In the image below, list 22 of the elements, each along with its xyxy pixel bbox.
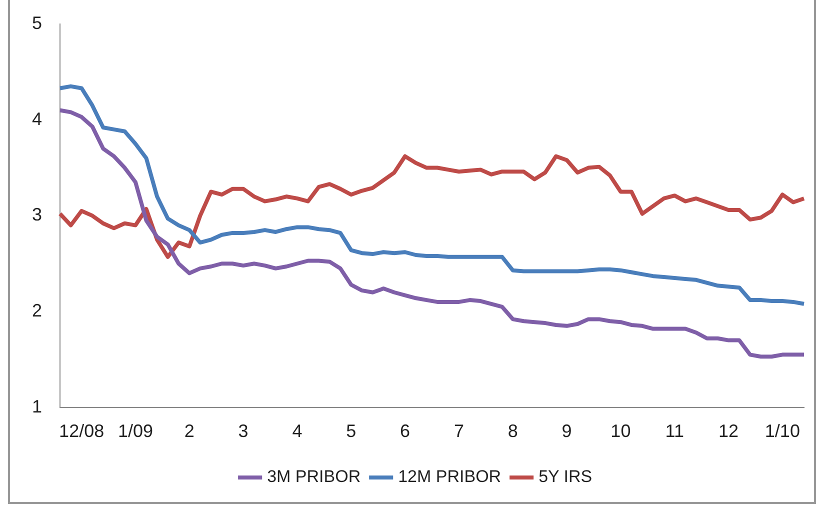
x-tick-label: 10	[610, 421, 631, 442]
x-tick-label: 5	[346, 421, 356, 442]
x-tick-label: 12	[718, 421, 739, 442]
x-tick-label: 11	[665, 421, 684, 442]
legend-label: 3M PRIBOR	[267, 467, 361, 486]
x-tick-label: 2	[184, 421, 194, 442]
y-tick-label: 3	[32, 204, 42, 225]
y-tick-label: 2	[32, 300, 42, 321]
x-tick-label: 4	[292, 421, 302, 442]
x-tick-label: 3	[238, 421, 248, 442]
x-tick-label: 12/08	[59, 421, 104, 442]
x-tick-label: 1/09	[118, 421, 154, 442]
legend-label: 5Y IRS	[538, 467, 592, 486]
y-tick-label: 5	[32, 12, 42, 33]
legend-label: 12M PRIBOR	[398, 467, 502, 486]
x-tick-label: 9	[562, 421, 572, 442]
x-tick-label: 1/10	[764, 421, 800, 442]
x-tick-label: 8	[508, 421, 518, 442]
x-tick-label: 7	[454, 421, 464, 442]
y-tick-label: 4	[32, 108, 42, 129]
y-tick-label: 1	[32, 396, 42, 416]
x-tick-label: 6	[400, 421, 410, 442]
